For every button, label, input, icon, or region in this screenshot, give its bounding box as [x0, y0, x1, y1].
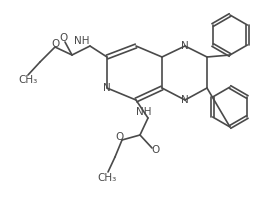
Text: CH₃: CH₃: [97, 173, 117, 183]
Text: CH₃: CH₃: [18, 75, 38, 85]
Text: O: O: [116, 132, 124, 142]
Text: N: N: [181, 41, 189, 51]
Text: O: O: [51, 39, 59, 49]
Text: NH: NH: [136, 107, 152, 117]
Text: N: N: [181, 95, 189, 105]
Text: NH: NH: [74, 36, 90, 46]
Text: O: O: [59, 33, 67, 43]
Text: O: O: [152, 145, 160, 155]
Text: N: N: [103, 83, 111, 93]
